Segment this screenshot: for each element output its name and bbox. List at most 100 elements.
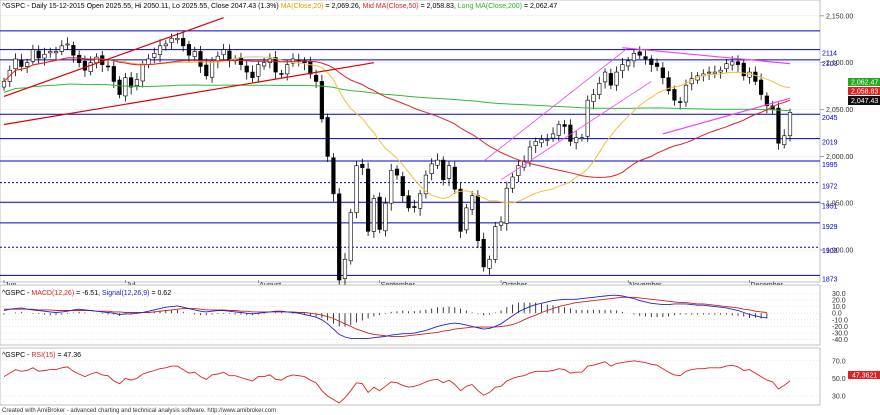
candle-body: [643, 56, 648, 60]
ma20-line: [3, 56, 791, 204]
macd-tick-label: -30.0: [832, 331, 848, 338]
candle-body: [522, 160, 527, 168]
candle-body: [319, 81, 324, 120]
trendline-lower: [3, 62, 374, 126]
rsi-tick-label: 30.0: [832, 393, 846, 400]
candle-body: [481, 238, 486, 268]
candle-body: [261, 62, 267, 67]
rsi-header: ^GSPC - RSI(15) = 47.36: [2, 352, 81, 359]
candle-body: [764, 95, 769, 107]
candle-body: [371, 198, 376, 232]
level-label: 2114: [822, 51, 837, 58]
channel-lower: [500, 81, 652, 181]
svg-text:47.3621: 47.3621: [852, 373, 877, 380]
candle-body: [545, 139, 550, 141]
macd-tick-label: -20.0: [832, 324, 848, 331]
candle-body: [209, 60, 215, 78]
candle-body: [735, 61, 741, 65]
candle-body: [215, 55, 220, 62]
candle-body: [192, 51, 197, 57]
candle-body: [579, 137, 585, 139]
channel-upper: [483, 47, 629, 162]
macd-header: ^GSPC - MACD(12,26) = -6.51, Signal(12,2…: [2, 290, 171, 297]
candle-body: [117, 79, 122, 95]
candle-body: [730, 61, 735, 66]
candle-body: [129, 77, 134, 88]
candle-body: [493, 226, 498, 260]
candle-body: [562, 124, 567, 127]
candle-body: [146, 58, 151, 65]
price-tick-label: 2,100.00: [826, 60, 853, 67]
candle-body: [140, 64, 145, 82]
price-tick-label: 1,900.00: [826, 248, 853, 255]
candle-body: [470, 195, 475, 210]
candle-body: [250, 71, 255, 78]
price-tick-label: 2,000.00: [826, 154, 853, 161]
candle-body: [100, 55, 105, 65]
candle-body: [452, 166, 457, 190]
candle-body: [741, 62, 746, 77]
candle-body: [308, 60, 313, 75]
candle-body: [706, 71, 712, 74]
candle-body: [400, 176, 405, 197]
signal-line: [4, 296, 767, 337]
bottom-trendline: [662, 97, 791, 135]
candle-body: [787, 112, 793, 137]
candle-body: [19, 60, 24, 67]
candle-body: [776, 107, 781, 144]
candle-body: [13, 58, 18, 70]
candle-body: [753, 71, 758, 82]
candle-body: [48, 51, 53, 54]
footer-credit: Created with AmiBroker - advanced charti…: [2, 408, 276, 414]
candle-body: [516, 165, 521, 176]
ma50-badge: 2,058.83: [848, 87, 880, 96]
candle-body: [65, 43, 70, 46]
candle-body: [574, 137, 579, 144]
candle-body: [331, 157, 336, 195]
level-label: 2103: [822, 61, 838, 68]
candle-body: [198, 51, 203, 67]
candle-body: [42, 53, 47, 59]
rsi-tick-label: 50.0: [832, 376, 846, 383]
candle-body: [163, 43, 168, 47]
candle-body: [435, 159, 440, 166]
candle-body: [608, 73, 613, 86]
candle-body: [782, 135, 787, 145]
candle-body: [285, 64, 290, 75]
candle-body: [36, 50, 41, 59]
macd-line: [3, 294, 767, 339]
candle-body: [666, 77, 671, 92]
candle-body: [53, 51, 59, 54]
price-pane: 2114 2103 2045 2019 1995 1972 1951 1929 1903 1873…: [0, 0, 853, 289]
candle-body: [597, 83, 602, 95]
svg-text:2,058.83: 2,058.83: [851, 89, 878, 96]
candle-body: [82, 60, 88, 71]
close-badge: 2,047.43: [848, 96, 880, 105]
ma200-badge: 2,062.47: [848, 78, 880, 87]
candle-body: [418, 193, 423, 209]
candle-body: [718, 69, 723, 73]
candle-body: [366, 168, 371, 232]
candle-body: [325, 117, 330, 157]
rsi-line: [3, 360, 791, 404]
macd-tick-label: 30.0: [832, 291, 846, 298]
candle-body: [30, 49, 35, 62]
candle-body: [458, 188, 463, 232]
candle-body: [504, 187, 509, 224]
candle-body: [683, 84, 689, 103]
level-label: 2019: [822, 140, 838, 147]
candle-body: [337, 193, 342, 281]
candle-body: [1, 81, 7, 88]
candle-body: [446, 165, 452, 179]
macd-tick-label: 20.0: [832, 297, 846, 304]
macd-pane: 30.020.010.00.0-10.0-20.0-30.0-40.0: [0, 284, 848, 346]
rsi-pane: 70.0 50.0 30.0: [0, 347, 846, 406]
candle-body: [591, 94, 596, 102]
candle-body: [660, 67, 665, 78]
candle-body: [475, 195, 481, 241]
macd-tick-label: 10.0: [832, 304, 846, 311]
price-tick-label: 2,150.00: [826, 13, 853, 20]
level-label: 1951: [822, 203, 838, 210]
price-tick-label: 2,050.00: [826, 107, 853, 114]
